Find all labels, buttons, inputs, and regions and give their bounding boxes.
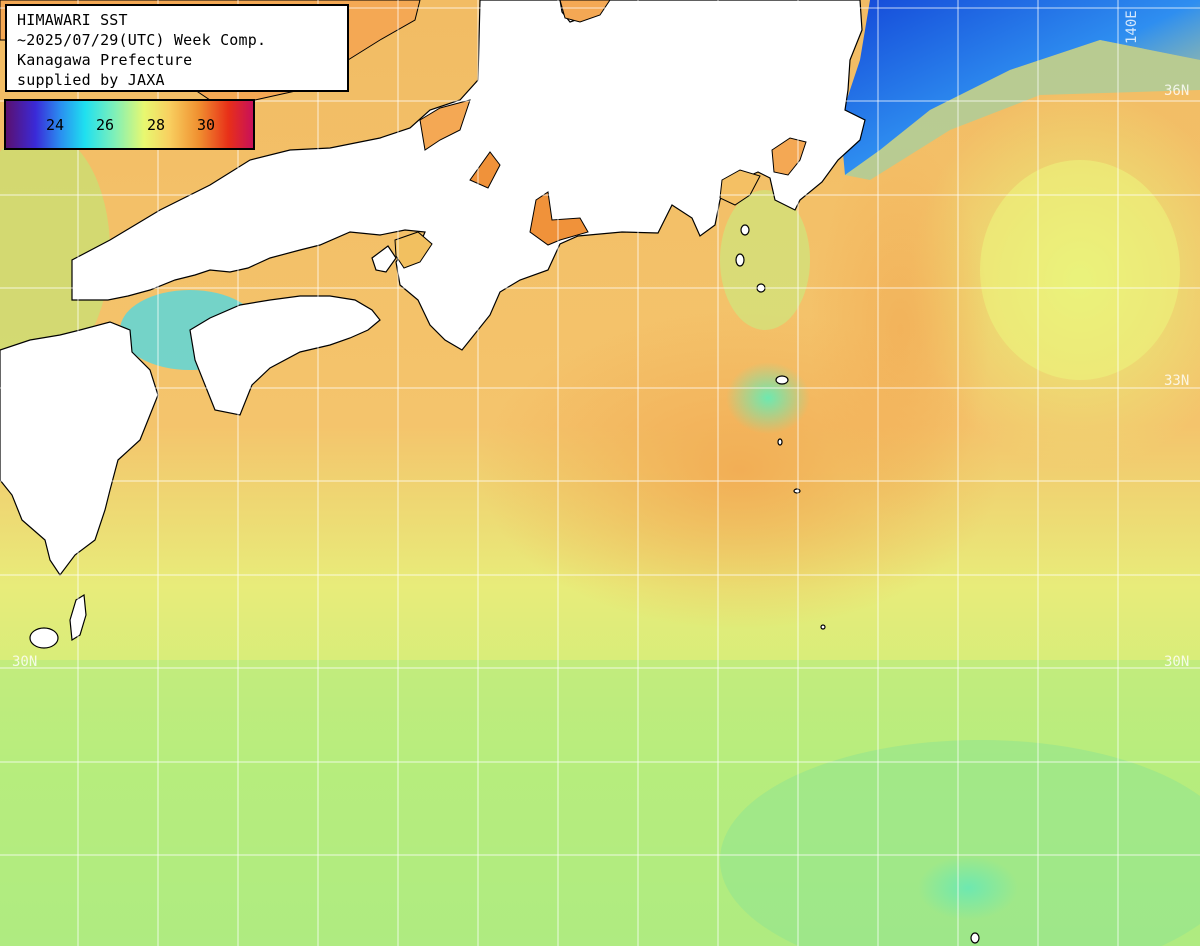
sea-southeast-patch [720,740,1200,946]
grid-label-30n-left: 30N [12,654,37,670]
land-islet-2 [793,488,801,494]
grid-label-140e: 140E [1124,10,1140,44]
grid-label-136e: 136E [483,6,499,40]
region-line: Kanagawa Prefecture [17,51,193,69]
land-awaji [371,245,397,273]
legend-tick-30: 30 [197,116,216,134]
legend-tick-26: 26 [96,116,115,134]
land-izu-1 [740,224,750,236]
sea-east-eddy-core [980,160,1180,380]
grid-label-30n-right: 30N [1164,654,1189,670]
sea-green-izu [720,190,810,330]
grid-label-36n: 36N [1164,83,1189,99]
grid-label-33n: 33N [1164,373,1189,389]
bay-biwa [419,99,471,151]
sea-warm-east [810,140,990,520]
color-legend: 24 26 28 30 [4,99,255,150]
sea-cold-edge [845,40,1200,180]
info-box: HIMAWARI SST ~2025/07/29(UTC) Week Comp.… [5,4,349,92]
sea-cyan-spot [726,362,810,434]
sea-south-cyan [918,856,1018,920]
legend-tick-24: 24 [46,116,65,134]
land-honshu [71,0,866,351]
bay-osaka [394,231,433,269]
bay-north [559,0,611,23]
land-yakushima [29,627,59,649]
sea-left-green [0,130,110,370]
sea-cold-current [840,0,1200,175]
land-south-islet [970,932,980,944]
land-hachijo [775,375,789,385]
date-line: ~2025/07/29(UTC) Week Comp. [17,31,267,49]
land-izu-2 [735,253,745,267]
land-islet-1 [777,438,783,446]
land-islet-3 [820,624,826,630]
legend-tick-28: 28 [147,116,166,134]
bay-ise [529,191,589,246]
title-line: HIMAWARI SST [17,11,128,29]
land-kyushu [0,321,159,577]
credit-line: supplied by JAXA [17,71,165,89]
